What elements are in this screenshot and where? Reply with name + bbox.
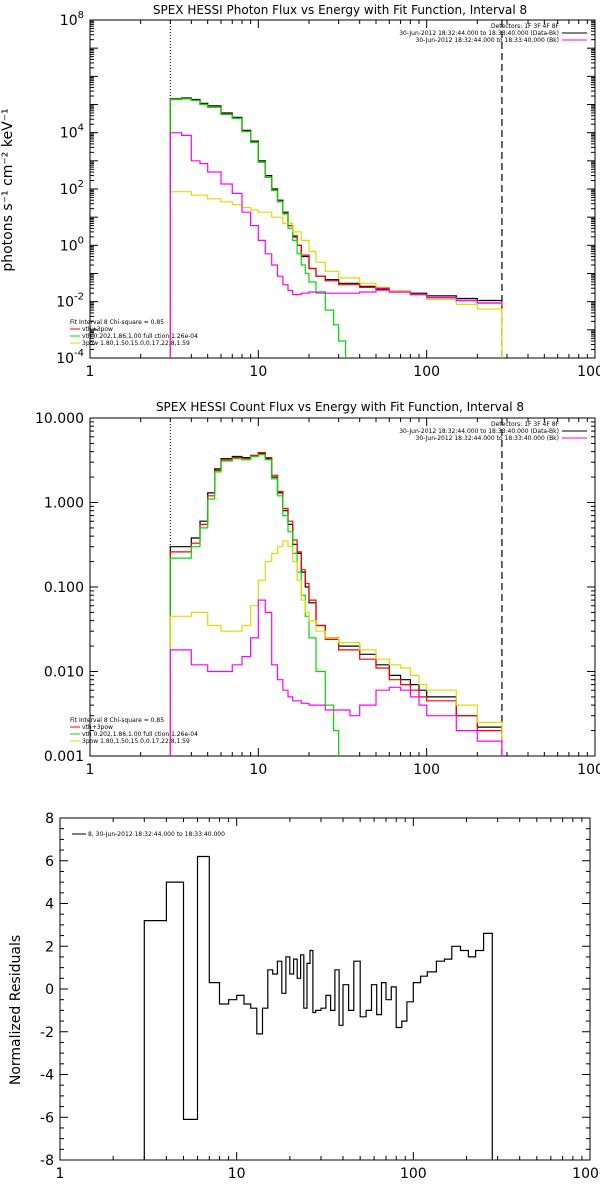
x-tick-label: 100	[413, 762, 440, 778]
legend-text: Detectors: 1F 3F 4F 8F	[491, 23, 560, 30]
x-tick-label: 1	[56, 1166, 65, 1182]
legend-text: 30-Jun-2012 18:32:44.000 to 18:33:40.000…	[399, 30, 559, 37]
chart-title: SPEX HESSI Photon Flux vs Energy with Fi…	[153, 3, 527, 17]
y-tick-label: -6	[40, 1110, 54, 1126]
y-tick-label: 0.100	[44, 580, 84, 596]
legend-text: 3pow 1.80,1.50,15.0,0.17,22.8,1.59	[82, 340, 190, 347]
y-tick-label: 10.000	[35, 411, 84, 427]
plot-frame	[89, 417, 596, 757]
series-line	[169, 132, 503, 358]
series-line	[169, 191, 503, 358]
y-axis-label: Normalized Residuals	[8, 935, 24, 1085]
y-tick-label: 2	[45, 939, 54, 955]
y-tick-label: 1.000	[44, 496, 84, 512]
count-flux-panel: SPEX HESSI Count Flux vs Energy with Fit…	[35, 400, 600, 778]
legend-text: 30-Jun-2012 18:32:44.000 to 18:33:40.000…	[416, 37, 559, 44]
y-tick-label: 10-4	[56, 348, 84, 367]
series-line	[169, 599, 503, 756]
series-line	[169, 98, 503, 358]
y-tick-label: 0.001	[44, 749, 84, 765]
y-axis-label: photons s⁻¹ cm⁻² keV⁻¹	[0, 108, 16, 271]
legend-text: vth 0.202,1.86,1.00 full ction 1.26e-04	[82, 731, 198, 738]
series-line	[169, 452, 503, 756]
x-tick-label: 100	[413, 364, 440, 380]
series-line	[169, 540, 503, 756]
y-tick-label: -4	[40, 1068, 54, 1084]
legend-text: Fit Interval 8 Chi-square = 0.85	[70, 319, 164, 326]
series-line	[169, 453, 340, 756]
x-tick-label: 1	[86, 762, 95, 778]
y-tick-label: 102	[60, 179, 84, 198]
y-tick-label: 6	[45, 854, 54, 870]
x-tick-label: 10	[249, 762, 267, 778]
legend-text: 3pow 1.80,1.50,15.0,0.17,22.8,1.59	[82, 738, 190, 745]
y-tick-label: 10-2	[56, 292, 84, 311]
series-line	[169, 97, 503, 358]
y-tick-label: 108	[60, 10, 84, 29]
y-tick-label: 4	[45, 897, 54, 913]
y-tick-label: 104	[60, 123, 84, 142]
legend-text: Fit Interval 8 Chi-square = 0.85	[70, 717, 164, 724]
plot-frame	[89, 19, 596, 359]
legend-text: 30-Jun-2012 18:32:44.000 to 18:33:40.000…	[399, 428, 559, 435]
y-tick-label: 0.010	[44, 665, 84, 681]
photon-flux-panel: SPEX HESSI Photon Flux vs Energy with Fi…	[0, 3, 600, 380]
legend-text: vth 0.202,1.86,1.00 full ction 1.26e-04	[82, 333, 198, 340]
y-tick-label: -8	[40, 1153, 54, 1169]
plot-frame	[59, 817, 591, 1161]
legend-text: vth+3pow	[82, 326, 113, 333]
series-line	[143, 855, 493, 1160]
x-tick-label: 1	[86, 364, 95, 380]
legend-text: Detectors: 1F 3F 4F 8F	[491, 421, 560, 428]
chart-title: SPEX HESSI Count Flux vs Energy with Fit…	[156, 400, 524, 414]
legend-text: 8, 30-Jun-2012 18:32:44.000 to 18:33:40.…	[88, 831, 225, 838]
legend-text: vth+3pow	[82, 724, 113, 731]
x-tick-label: 10	[249, 364, 267, 380]
legend-text: 30-Jun-2012 18:32:44.000 to 18:33:40.000…	[416, 435, 559, 442]
series-line	[169, 98, 347, 358]
y-tick-label: 0	[45, 982, 54, 998]
y-tick-label: 100	[60, 235, 84, 254]
x-tick-label: 100	[400, 1166, 427, 1182]
y-tick-label: -2	[40, 1025, 54, 1041]
x-tick-label: 10	[228, 1166, 246, 1182]
y-tick-label: 8	[45, 811, 54, 827]
